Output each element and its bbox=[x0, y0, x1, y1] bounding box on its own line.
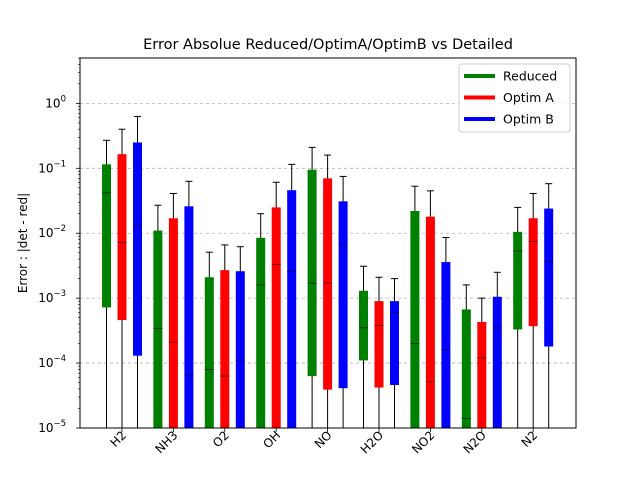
box bbox=[204, 277, 214, 428]
y-axis-label: Error : |det - red| bbox=[16, 193, 30, 293]
legend-label: Optim A bbox=[503, 90, 554, 105]
box bbox=[544, 208, 554, 347]
plot-area bbox=[102, 115, 554, 428]
legend: Reduced Optim A Optim B bbox=[458, 63, 571, 133]
box bbox=[271, 207, 281, 428]
box bbox=[338, 201, 348, 389]
box bbox=[390, 301, 399, 385]
box bbox=[528, 218, 538, 327]
box bbox=[477, 321, 487, 428]
box bbox=[256, 237, 266, 428]
chart-title: Error Absolue Reduced/OptimA/OptimB vs D… bbox=[143, 37, 513, 53]
box bbox=[287, 190, 297, 428]
y-tick-label: 10−5 bbox=[38, 419, 66, 435]
box bbox=[184, 206, 194, 428]
box bbox=[153, 230, 163, 428]
y-tick-label: 100 bbox=[45, 94, 66, 110]
y-axis: 10−5 10−4 10−3 10−2 10−1 100 bbox=[38, 57, 80, 435]
box bbox=[461, 309, 471, 428]
legend-frame bbox=[458, 63, 571, 133]
series-optim-a bbox=[117, 128, 538, 428]
box bbox=[359, 290, 368, 361]
box bbox=[168, 218, 178, 428]
y-tick-label: 10−1 bbox=[38, 159, 66, 175]
box bbox=[425, 216, 435, 428]
y-tick-label: 10−2 bbox=[38, 224, 66, 240]
series-optim-b bbox=[133, 115, 554, 428]
box bbox=[117, 154, 127, 321]
box bbox=[235, 271, 245, 428]
box bbox=[410, 210, 420, 428]
box bbox=[220, 270, 230, 428]
legend-label: Reduced bbox=[503, 69, 557, 84]
box bbox=[374, 301, 384, 388]
series-reduced bbox=[102, 139, 523, 428]
box bbox=[307, 169, 317, 377]
box bbox=[133, 142, 142, 356]
box bbox=[492, 296, 502, 428]
y-tick-label: 10−4 bbox=[38, 354, 66, 370]
box bbox=[102, 164, 111, 308]
y-tick-label: 10−3 bbox=[38, 289, 66, 305]
box bbox=[323, 178, 333, 390]
box bbox=[441, 262, 451, 428]
box bbox=[513, 231, 523, 330]
legend-label: Optim B bbox=[503, 112, 554, 127]
